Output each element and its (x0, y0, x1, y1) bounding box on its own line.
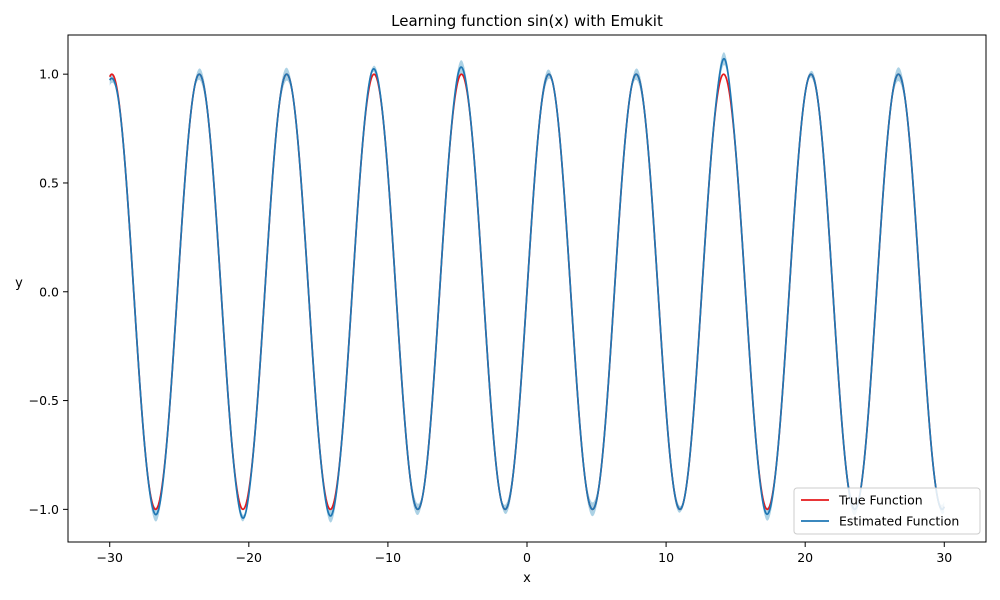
y-axis-label: y (15, 276, 23, 291)
x-tick-label: −30 (97, 550, 123, 565)
x-tick-label: 0 (523, 550, 531, 565)
y-tick-label: 0.5 (39, 175, 59, 190)
y-tick-label: −0.5 (29, 393, 59, 408)
x-tick-label: 10 (658, 550, 674, 565)
y-tick-label: −1.0 (29, 502, 59, 517)
y-tick-label: 1.0 (39, 67, 59, 82)
estimated-function-line (109, 57, 946, 519)
legend-box (793, 487, 981, 535)
y-axis-ticks: −1.0 −0.5 0.0 0.5 1.0 (29, 67, 68, 517)
x-tick-label: −20 (236, 550, 262, 565)
x-tick-label: 30 (936, 550, 952, 565)
x-tick-label: 20 (797, 550, 813, 565)
x-axis-label: x (523, 571, 531, 586)
chart-title: Learning function sin(x) with Emukit (391, 12, 663, 30)
legend-label-true-function: True Function (838, 493, 923, 508)
x-axis-ticks: −30 −20 −10 0 10 20 30 (97, 542, 952, 565)
x-tick-label: −10 (375, 550, 401, 565)
y-tick-label: 0.0 (39, 284, 59, 299)
legend: True Function Estimated Function (793, 487, 981, 535)
legend-label-estimated-function: Estimated Function (839, 514, 959, 529)
plot-area (108, 52, 946, 523)
